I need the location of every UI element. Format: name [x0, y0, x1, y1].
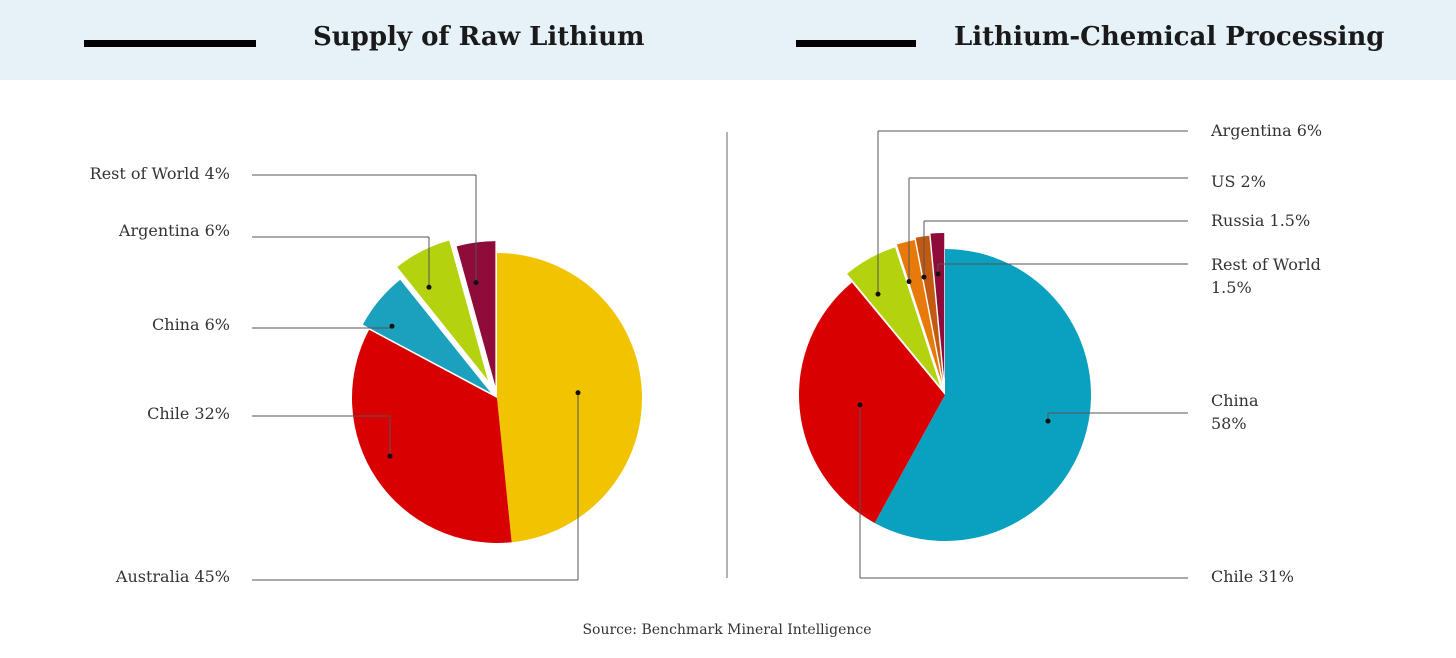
slice-label: China 6%: [152, 315, 230, 334]
slice-label: Argentina 6%: [1210, 121, 1322, 140]
title-rule-left: [84, 40, 256, 47]
pie-slice-rest-of-world: [930, 233, 945, 380]
leader-dot: [921, 274, 927, 280]
leader-dot: [389, 323, 395, 329]
leader-dot: [387, 453, 393, 459]
slice-label: China 58%: [1211, 391, 1259, 433]
leader-dot: [875, 291, 881, 297]
pie-slice-china: [874, 249, 1091, 542]
pie-slice-argentina: [397, 240, 488, 381]
slice-label: Chile 32%: [147, 404, 230, 423]
leader-dot: [575, 390, 581, 396]
leader-dot: [857, 402, 863, 408]
leader-dot: [906, 279, 912, 285]
slice-label: Russia 1.5%: [1211, 211, 1310, 230]
leader-dot: [426, 284, 432, 290]
slice-label: Chile 31%: [1211, 567, 1294, 586]
source-note: Source: Benchmark Mineral Intelligence: [582, 622, 871, 638]
pie-slice-china: [362, 279, 491, 393]
slice-label: Argentina 6%: [118, 221, 230, 240]
header-band: Supply of Raw Lithium Lithium-Chemical P…: [0, 0, 1456, 80]
slice-label: Australia 45%: [115, 567, 230, 586]
pie-slice-argentina: [847, 247, 941, 387]
slice-label: Rest of World 1.5%: [1211, 255, 1321, 297]
pie-raw-lithium: Rest of World 4% Argentina 6% China 6% Chil…: [90, 164, 642, 586]
pie-slice-us: [896, 239, 943, 384]
pie-slice-rest-of-world: [456, 241, 496, 387]
slice-label: Rest of World 4%: [90, 164, 230, 183]
pie-slice-russia: [915, 235, 944, 382]
leader-dot: [935, 271, 941, 277]
leader-dot: [473, 280, 479, 286]
pie-slice-chile: [352, 329, 512, 543]
pie-slice-chile: [799, 282, 945, 523]
chart-title-right: Lithium-Chemical Processing: [954, 22, 1385, 52]
title-rule-right: [796, 40, 916, 47]
chart-title-left: Supply of Raw Lithium: [313, 22, 645, 52]
pie-chemical-processing: Argentina 6% US 2% Russia 1.5% Rest of Worl…: [799, 121, 1322, 586]
leader-dot: [1045, 418, 1051, 424]
pie-slice-australia: [497, 253, 642, 543]
slice-label: US 2%: [1211, 172, 1266, 191]
